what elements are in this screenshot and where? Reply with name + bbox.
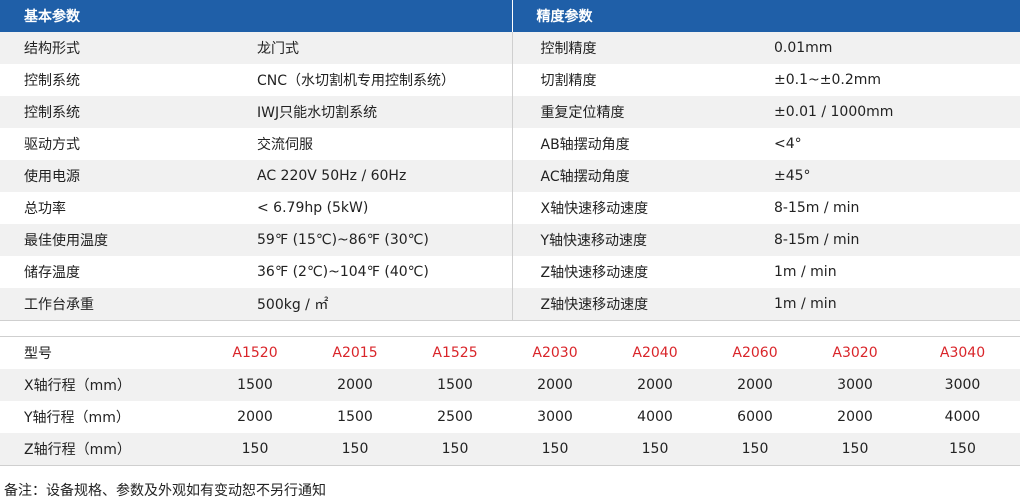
model-cell: 150 [305,433,405,466]
precision-label: 重复定位精度 [511,96,774,128]
precision-value: 1m / min [774,288,1020,321]
footnote: 备注：设备规格、参数及外观如有变动恕不另行通知 [4,483,326,499]
model-cell: 150 [505,433,605,466]
model-cell: 150 [705,433,805,466]
precision-value: 0.01mm [774,32,1020,64]
model-name-row: 型号 A1520 A2015 A1525 A2030 A2040 A2060 A… [0,336,1020,369]
spec-row: 结构形式 龙门式 控制精度 0.01mm [0,32,1020,64]
model-cell: 2000 [305,369,405,401]
spec-row: 使用电源 AC 220V 50Hz / 60Hz AC轴摆动角度 ±45° [0,160,1020,192]
model-cell: 2000 [805,401,905,433]
model-label: 型号 [0,336,205,369]
basic-value: AC 220V 50Hz / 60Hz [257,160,512,192]
model-name: A1520 [205,336,305,369]
precision-label: AB轴摆动角度 [511,128,774,160]
precision-label: 切割精度 [511,64,774,96]
model-cell: 2000 [605,369,705,401]
precision-value: 1m / min [774,256,1020,288]
spec-table: 基本参数 精度参数 结构形式 龙门式 控制精度 0.01mm 控制系统 CNC（… [0,0,1020,321]
precision-value: <4° [774,128,1020,160]
spec-row: 控制系统 CNC（水切割机专用控制系统） 切割精度 ±0.1~±0.2mm [0,64,1020,96]
basic-label: 驱动方式 [0,128,257,160]
basic-label: 储存温度 [0,256,257,288]
model-name: A3020 [805,336,905,369]
spec-row: 驱动方式 交流伺服 AB轴摆动角度 <4° [0,128,1020,160]
basic-value: IWJ只能水切割系统 [257,96,512,128]
basic-label: 控制系统 [0,96,257,128]
model-cell: 4000 [605,401,705,433]
basic-params-header: 基本参数 [0,0,512,32]
model-cell: 3000 [805,369,905,401]
model-row-label: X轴行程（mm） [0,369,205,401]
precision-label: 控制精度 [511,32,774,64]
model-name: A2060 [705,336,805,369]
basic-label: 结构形式 [0,32,257,64]
basic-label: 控制系统 [0,64,257,96]
precision-label: AC轴摆动角度 [511,160,774,192]
model-cell: 150 [805,433,905,466]
precision-label: Z轴快速移动速度 [511,256,774,288]
basic-value: 龙门式 [257,32,512,64]
basic-value: 59℉ (15℃)~86℉ (30℃) [257,224,512,256]
model-name: A1525 [405,336,505,369]
spec-row: 储存温度 36℉ (2℃)~104℉ (40℃) Z轴快速移动速度 1m / m… [0,256,1020,288]
model-cell: 2500 [405,401,505,433]
model-cell: 1500 [305,401,405,433]
precision-value: ±45° [774,160,1020,192]
spec-row: 工作台承重 500kg / ㎡ Z轴快速移动速度 1m / min [0,288,1020,321]
basic-value: 500kg / ㎡ [257,288,512,321]
precision-label: X轴快速移动速度 [511,192,774,224]
basic-value: < 6.79hp (5kW) [257,192,512,224]
model-cell: 150 [405,433,505,466]
model-row-label: Z轴行程（mm） [0,433,205,466]
model-cell: 150 [205,433,305,466]
model-cell: 2000 [505,369,605,401]
precision-label: Y轴快速移动速度 [511,224,774,256]
model-cell: 3000 [905,369,1020,401]
basic-label: 最佳使用温度 [0,224,257,256]
basic-value: 36℉ (2℃)~104℉ (40℃) [257,256,512,288]
precision-value: 8-15m / min [774,192,1020,224]
model-cell: 6000 [705,401,805,433]
model-name: A2015 [305,336,405,369]
model-table: 型号 A1520 A2015 A1525 A2030 A2040 A2060 A… [0,336,1020,466]
spec-row: 控制系统 IWJ只能水切割系统 重复定位精度 ±0.01 / 1000mm [0,96,1020,128]
model-cell: 1500 [405,369,505,401]
spec-row: 最佳使用温度 59℉ (15℃)~86℉ (30℃) Y轴快速移动速度 8-15… [0,224,1020,256]
precision-value: ±0.01 / 1000mm [774,96,1020,128]
basic-label: 总功率 [0,192,257,224]
model-spec-row: Y轴行程（mm） 2000 1500 2500 3000 4000 6000 2… [0,401,1020,433]
model-spec-row: X轴行程（mm） 1500 2000 1500 2000 2000 2000 3… [0,369,1020,401]
model-cell: 3000 [505,401,605,433]
spec-row: 总功率 < 6.79hp (5kW) X轴快速移动速度 8-15m / min [0,192,1020,224]
precision-value: 8-15m / min [774,224,1020,256]
precision-value: ±0.1~±0.2mm [774,64,1020,96]
basic-label: 工作台承重 [0,288,257,321]
model-spec-row: Z轴行程（mm） 150 150 150 150 150 150 150 150 [0,433,1020,466]
model-row-label: Y轴行程（mm） [0,401,205,433]
model-cell: 4000 [905,401,1020,433]
precision-label: Z轴快速移动速度 [511,288,774,321]
basic-value: CNC（水切割机专用控制系统） [257,64,512,96]
precision-params-header: 精度参数 [511,0,1020,32]
basic-value: 交流伺服 [257,128,512,160]
model-cell: 1500 [205,369,305,401]
model-cell: 2000 [205,401,305,433]
model-name: A2030 [505,336,605,369]
model-cell: 150 [905,433,1020,466]
model-name: A2040 [605,336,705,369]
model-cell: 2000 [705,369,805,401]
basic-label: 使用电源 [0,160,257,192]
model-name: A3040 [905,336,1020,369]
model-cell: 150 [605,433,705,466]
